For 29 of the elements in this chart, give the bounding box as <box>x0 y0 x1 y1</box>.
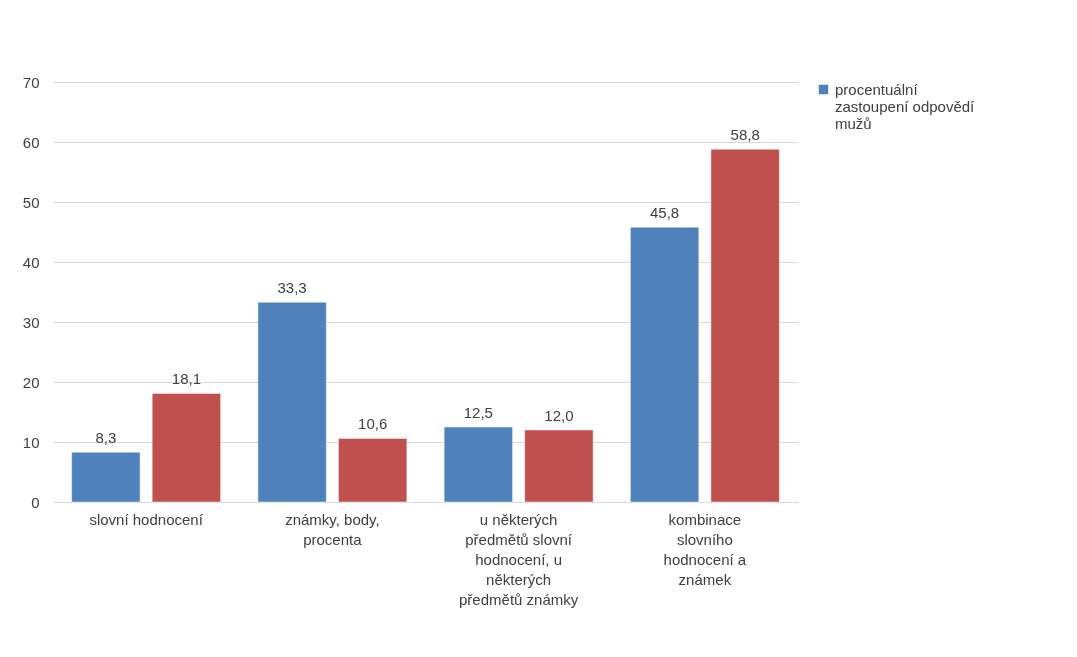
bar <box>524 429 594 503</box>
data-label: 33,3 <box>277 279 307 297</box>
bar <box>257 301 327 503</box>
bar <box>338 438 408 503</box>
y-tick-label: 70 <box>22 73 40 91</box>
legend-label: procentuální zastoupení odpovědí mužů <box>835 80 976 132</box>
y-tick-label: 60 <box>22 133 40 151</box>
y-tick-label: 50 <box>22 193 40 211</box>
x-tick-label: slovní hodnocení <box>89 510 204 528</box>
data-label: 10,6 <box>358 415 388 433</box>
bar <box>151 393 221 503</box>
y-tick-label: 20 <box>22 373 40 391</box>
x-tick-label: známky, body, procenta <box>285 510 380 548</box>
bar <box>443 426 513 503</box>
data-label: 8,3 <box>95 429 117 447</box>
y-tick-label: 10 <box>22 433 40 451</box>
data-label: 12,0 <box>544 407 574 424</box>
data-label: 12,5 <box>463 404 493 421</box>
data-label: 45,8 <box>650 204 680 222</box>
bar <box>710 148 780 503</box>
y-tick-label: 40 <box>22 253 40 271</box>
y-tick-label: 30 <box>22 313 40 331</box>
data-label: 18,1 <box>171 370 201 388</box>
y-tick-label: 0 <box>31 493 40 511</box>
bar <box>630 226 700 503</box>
x-tick-label: kombinace slovního hodnocení a známek <box>663 510 747 588</box>
data-label: 58,8 <box>730 126 760 144</box>
x-tick-label: u některých předmětů slovní hodnocení, u některých předmětů známky <box>459 510 579 608</box>
bar <box>71 451 141 503</box>
